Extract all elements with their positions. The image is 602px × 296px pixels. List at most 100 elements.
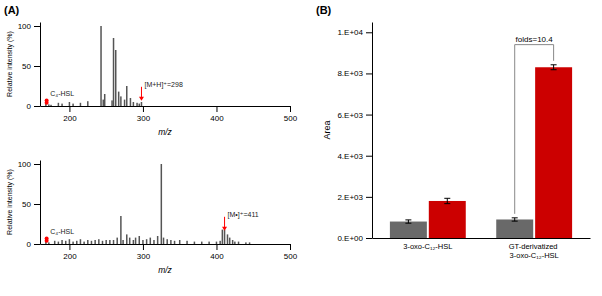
peak — [141, 102, 143, 106]
tick-label: 4.E+03 — [337, 152, 363, 161]
panel-title: (A) — [4, 4, 20, 16]
peak — [174, 241, 176, 244]
peak — [153, 240, 155, 244]
tick: 500 — [284, 244, 298, 261]
y-axis: 0 50 100 — [18, 160, 41, 249]
bar-series — [429, 67, 572, 238]
x-axis-title: m/z — [158, 127, 172, 137]
tick-mark — [34, 204, 40, 205]
tick-label: 3-oxo-C₁₂-HSL — [403, 242, 452, 251]
tick-mark — [366, 32, 372, 33]
bar-panel: folds=10.43-oxo-C₁₂-HSLGT-derivatized 3-… — [316, 4, 591, 260]
peak — [139, 236, 141, 244]
annotation-arrow — [141, 87, 142, 98]
peak — [122, 240, 124, 244]
bar — [535, 67, 572, 238]
tick-mark — [216, 106, 217, 112]
y-axis-title: Relative intensity (%) — [6, 31, 14, 97]
error-bar — [405, 220, 411, 223]
error-bar-stem — [553, 65, 554, 70]
peak — [83, 242, 85, 244]
peak — [133, 102, 135, 106]
tick-mark — [143, 244, 144, 250]
peak — [69, 102, 71, 106]
peak — [166, 239, 168, 244]
panel-title: (B) — [316, 4, 332, 16]
tick-label: 0.E+00 — [337, 234, 363, 243]
peak — [72, 242, 74, 244]
tick-label: 300 — [137, 114, 151, 123]
tick: 3-oxo-C₁₂-HSL — [403, 242, 452, 251]
peak — [238, 242, 240, 244]
bar — [429, 201, 466, 238]
peak — [113, 240, 115, 244]
tick-mark — [34, 26, 40, 27]
tick-label: 100 — [18, 22, 32, 31]
error-bar — [512, 218, 518, 221]
peak — [69, 239, 71, 244]
tick: 400 — [210, 106, 224, 123]
axis-line — [372, 23, 373, 239]
tick: 400 — [210, 244, 224, 261]
peak — [130, 98, 132, 106]
figure: C₄-HSL[M+H]⁺=298200300400500050100m/zRel… — [0, 0, 602, 296]
tick-mark — [69, 106, 70, 112]
tick-label-line: 3-oxo-C₁₂-HSL — [510, 251, 559, 260]
peak — [48, 104, 50, 106]
annotation-label: folds=10.4 — [516, 35, 554, 44]
tick: 1.E+04 — [337, 28, 372, 37]
peak — [219, 241, 221, 244]
x-axis: 200 300 400 500 — [41, 244, 298, 261]
plot-area — [45, 164, 251, 244]
tick: GT-derivatized 3-oxo-C₁₂-HSL — [509, 242, 560, 260]
peak — [142, 240, 144, 244]
peak — [229, 238, 231, 244]
plot-area — [390, 65, 572, 238]
peak — [80, 239, 82, 244]
annotation-arrowhead — [222, 227, 227, 231]
y-axis-title: Relative intensity (%) — [6, 169, 14, 235]
tick: 300 — [137, 244, 151, 261]
tick: 2.E+03 — [337, 193, 372, 202]
peak — [118, 92, 120, 106]
peak — [186, 241, 188, 244]
peak — [126, 86, 128, 106]
peak — [50, 105, 52, 106]
tick-label: 50 — [22, 200, 31, 209]
annotations: C₄-HSL[M+H]⁺=298 — [50, 81, 183, 101]
tick: 0 — [27, 102, 40, 111]
peak — [100, 26, 102, 106]
marker-dot — [45, 239, 49, 243]
peak — [104, 94, 106, 106]
tick: 200 — [63, 244, 77, 261]
annotation-arrowhead — [139, 97, 144, 101]
peak — [135, 238, 137, 244]
axis-line — [41, 244, 291, 245]
peak — [54, 241, 56, 244]
annotation-arrow — [224, 217, 225, 228]
peak — [102, 241, 104, 244]
peak — [113, 38, 115, 106]
error-bar — [444, 198, 450, 203]
peak — [58, 242, 60, 244]
x-axis: 200300400500 — [41, 106, 298, 123]
peak — [170, 240, 172, 244]
tick-label: 1.E+04 — [337, 28, 363, 37]
annotations: C₄-HSL[M•]⁺=411 — [50, 211, 258, 235]
tick: 100 — [18, 160, 40, 169]
error-bar-cap — [512, 217, 518, 218]
error-bar-stem — [447, 198, 448, 203]
y-axis: 0 50 100 — [18, 22, 41, 111]
error-bar-cap — [444, 198, 450, 199]
peak — [216, 242, 218, 244]
error-bar — [551, 65, 557, 70]
peak — [157, 236, 159, 244]
peak — [65, 241, 67, 244]
tick: 50 — [22, 200, 40, 209]
tick: 50 — [22, 62, 40, 71]
peak — [105, 240, 107, 244]
tick: 0 — [27, 240, 40, 249]
peak — [109, 240, 111, 244]
peak — [232, 240, 234, 244]
y-axis: 0.E+002.E+034.E+036.E+038.E+031.E+04 — [337, 23, 372, 244]
